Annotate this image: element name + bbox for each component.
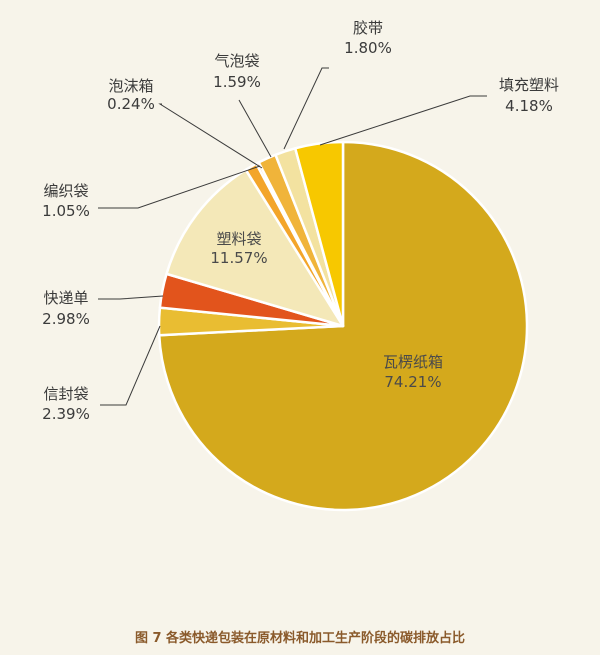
leader-line-7 xyxy=(238,99,272,158)
leader-lines xyxy=(98,67,487,406)
slice-value-8: 1.80% xyxy=(344,39,392,57)
slice-name-2: 信封袋 xyxy=(43,385,88,403)
leader-line-8 xyxy=(283,67,329,150)
slice-name-4: 塑料袋 xyxy=(216,230,261,248)
slice-value-4: 11.57% xyxy=(210,249,267,267)
slice-name-9: 填充塑料 xyxy=(499,76,559,94)
slice-name-1: 瓦楞纸箱 xyxy=(383,353,443,371)
slice-name-8: 胶带 xyxy=(353,19,383,37)
slice-name-3: 快递单 xyxy=(43,289,88,307)
leader-line-5 xyxy=(98,165,261,209)
leader-line-2 xyxy=(100,325,161,406)
pie-slices xyxy=(157,140,529,512)
slice-value-7: 1.59% xyxy=(213,73,261,91)
pie-slice-9 xyxy=(293,140,345,328)
slice-value-3: 2.98% xyxy=(42,310,90,328)
slice-value-9: 4.18% xyxy=(505,97,553,115)
slice-name-5: 编织袋 xyxy=(43,182,88,200)
leader-line-3 xyxy=(98,295,164,300)
slice-value-2: 2.39% xyxy=(42,405,90,423)
pie-slice-4 xyxy=(165,168,345,328)
leader-line-6 xyxy=(158,103,263,169)
slice-value-1: 74.21% xyxy=(384,373,441,391)
slice-name-6: 泡沫箱 xyxy=(108,77,153,95)
leader-line-9 xyxy=(319,95,487,146)
slice-name-7: 气泡袋 xyxy=(214,52,259,70)
chart-caption: 图 7 各类快递包装在原材料和加工生产阶段的碳排放占比 xyxy=(134,631,466,646)
slice-value-5: 1.05% xyxy=(42,202,90,220)
slice-value-6: 0.24% xyxy=(107,95,155,113)
